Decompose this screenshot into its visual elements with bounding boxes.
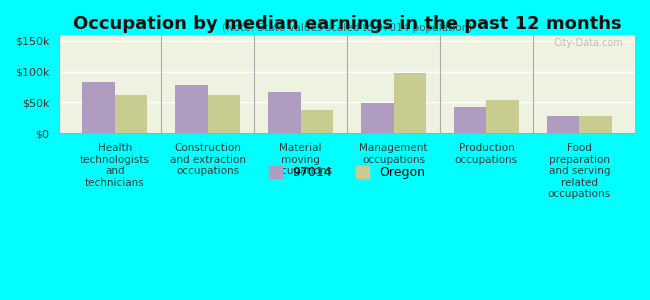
Bar bbox=[547, 116, 579, 133]
Bar bbox=[208, 95, 240, 133]
Text: City-Data.com: City-Data.com bbox=[554, 38, 623, 47]
Bar bbox=[579, 116, 612, 133]
Bar bbox=[83, 82, 115, 133]
Bar bbox=[268, 92, 301, 133]
Legend: 97014, Oregon: 97014, Oregon bbox=[265, 161, 430, 184]
Bar bbox=[115, 95, 148, 133]
Bar bbox=[486, 100, 519, 133]
Bar bbox=[361, 103, 393, 133]
Bar bbox=[301, 110, 333, 133]
Bar bbox=[393, 73, 426, 133]
Bar bbox=[176, 85, 208, 133]
Bar bbox=[454, 107, 486, 133]
Title: Occupation by median earnings in the past 12 months: Occupation by median earnings in the pas… bbox=[73, 15, 621, 33]
Text: (Note: State values scaled to 97014 population): (Note: State values scaled to 97014 popu… bbox=[222, 22, 473, 33]
